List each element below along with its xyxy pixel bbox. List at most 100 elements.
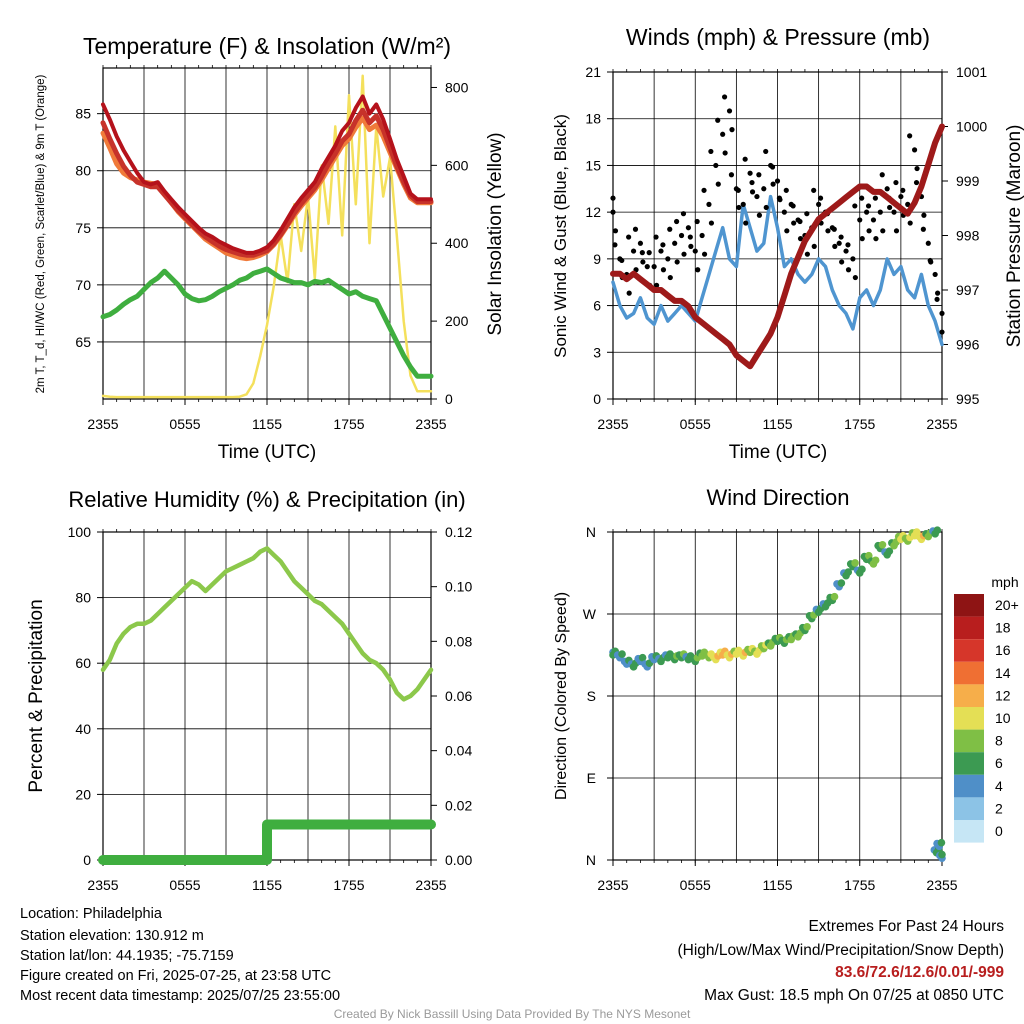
gust-point: [610, 209, 616, 215]
direction-point: [803, 622, 811, 631]
wind-panel-xtick-label: 1755: [844, 416, 875, 432]
wind-panel-ytick-label: 12: [585, 204, 601, 220]
direction-point: [937, 838, 946, 847]
precip-line: [98, 819, 436, 865]
gust-point: [756, 172, 762, 178]
gust-point: [914, 165, 920, 172]
rh-panel-y2tick-label: 0.04: [445, 743, 472, 759]
dir-panel-ytick-label: E: [587, 770, 596, 786]
gust-point: [736, 204, 742, 211]
gust-point: [701, 251, 708, 257]
gust-point: [866, 228, 872, 234]
gust-point: [651, 264, 657, 270]
speed-legend-label: 18: [995, 620, 1011, 636]
gust-point: [907, 220, 913, 226]
gust-point: [610, 195, 616, 201]
gust-point: [877, 209, 883, 215]
gust-point: [728, 172, 735, 178]
speed-legend-label: 0: [995, 823, 1003, 839]
gust-point: [667, 274, 673, 281]
gust-point: [715, 181, 721, 187]
gust-point: [816, 201, 822, 207]
wind-panel-y2tick-label: 997: [956, 282, 980, 298]
gust-point: [873, 236, 879, 242]
rh-line: [100, 546, 434, 702]
direction-point: [878, 540, 887, 549]
gust-point: [831, 226, 837, 232]
rh-panel-y2tick-label: 0.10: [445, 579, 472, 595]
gust-point: [852, 203, 858, 209]
gust-point: [735, 187, 741, 193]
gust-point: [653, 282, 660, 288]
wind-panel-y2label: Station Pressure (Maroon): [1004, 125, 1024, 348]
wind-panel-ytick-label: 6: [593, 298, 601, 314]
speed-legend-swatch: [954, 752, 984, 775]
gust-point: [836, 240, 842, 246]
gust-point: [911, 147, 918, 153]
temp-panel-y2label: Solar Insolation (Yellow): [485, 132, 506, 335]
temp-panel-xtick-label: 0555: [169, 416, 200, 432]
gust-point: [934, 296, 940, 302]
gust-point: [838, 234, 844, 240]
gust-point: [776, 195, 783, 201]
gust-point: [783, 187, 789, 193]
gust-point: [880, 228, 886, 234]
wind-panel-xlabel: Time (UTC): [729, 442, 828, 463]
speed-legend-swatch: [954, 820, 984, 843]
dir-panel-xtick-label: 1755: [844, 877, 875, 893]
gust-point: [770, 181, 776, 187]
gust-point: [674, 259, 680, 265]
dir-panel-ylabel: Direction (Colored By Speed): [553, 592, 570, 800]
temp-panel-ytick-label: 75: [75, 220, 91, 236]
gust-point: [859, 236, 865, 242]
speed-legend-swatch: [954, 661, 984, 685]
gust-point: [857, 217, 863, 223]
gust-point: [729, 127, 735, 133]
direction-point: [844, 568, 853, 576]
extremes-values: 83.6/72.6/12.6/0.01/-999: [835, 964, 1004, 981]
gust-point: [884, 186, 890, 192]
dir-panel-ytick-label: N: [586, 524, 596, 540]
temp-panel-ylabel: 2m T, T_d, HI/WC (Red, Green, Scarlet/Bl…: [35, 74, 47, 393]
rh-panel-xtick-label: 0555: [169, 877, 200, 893]
gust-point: [632, 226, 639, 232]
gust-point: [797, 236, 804, 242]
gust-point: [680, 211, 687, 217]
gust-point: [722, 150, 728, 156]
gust-point: [713, 162, 719, 169]
temp-2m-line: [101, 94, 433, 255]
gust-point: [927, 257, 933, 264]
temp-panel-y2tick-label: 400: [445, 235, 469, 251]
speed-legend-swatch: [954, 639, 984, 662]
gust-point: [687, 234, 693, 240]
gust-point: [872, 195, 878, 201]
gust-point: [925, 240, 931, 246]
speed-legend-swatch: [954, 729, 984, 753]
gust-point: [740, 201, 746, 207]
gust-point: [893, 179, 899, 186]
extremes-max-gust: Max Gust: 18.5 mph On 07/25 at 0850 UTC: [704, 987, 1004, 1004]
temp-panel-ytick-label: 65: [75, 334, 91, 350]
speed-legend-swatch: [954, 594, 984, 617]
gust-point: [932, 271, 938, 278]
gust-point: [644, 264, 650, 270]
wind-panel-xtick-label: 2355: [597, 416, 628, 432]
gust-point: [891, 209, 897, 215]
wind-panel-ylabel: Sonic Wind & Gust (Blue, Black): [551, 114, 570, 358]
rh-panel-ytick-label: 60: [75, 655, 91, 671]
gust-point: [688, 243, 694, 249]
wind-panel-ytick-label: 21: [585, 64, 601, 80]
temp-panel-y2tick-label: 600: [445, 157, 469, 173]
gust-point: [913, 179, 920, 186]
gust-point: [839, 259, 845, 265]
rh-panel-y2tick-label: 0.08: [445, 633, 472, 649]
gust-point: [763, 204, 769, 211]
footer-credit: Created By Nick Bassill Using Data Provi…: [333, 1007, 691, 1021]
rh-panel-ytick-label: 0: [83, 852, 91, 868]
speed-legend-swatch: [954, 797, 984, 820]
gust-point: [850, 256, 856, 262]
direction-point: [933, 526, 942, 534]
gust-point: [626, 234, 632, 240]
gust-point: [749, 189, 756, 195]
wind-panel-y2tick-label: 996: [956, 337, 980, 353]
